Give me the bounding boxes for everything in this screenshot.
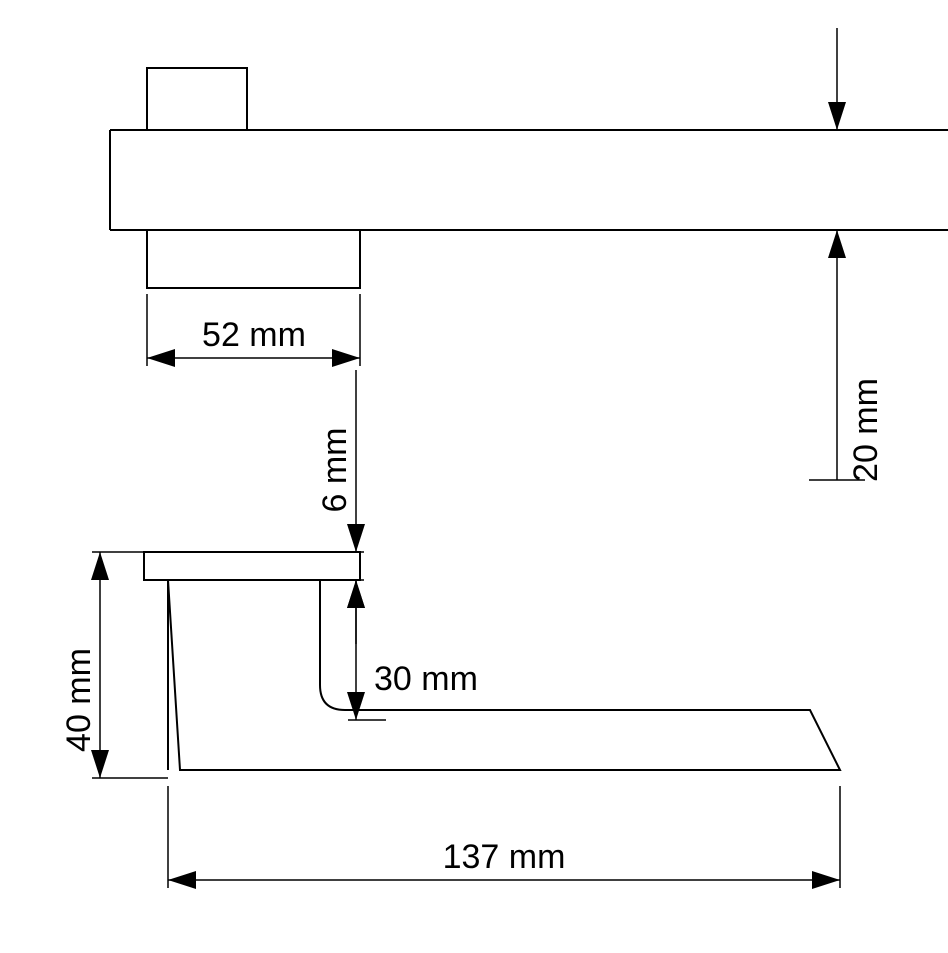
svg-text:137 mm: 137 mm — [443, 838, 566, 876]
svg-text:52 mm: 52 mm — [202, 316, 306, 354]
technical-drawing: 52 mm 20 mm 6 mm 30 mm 40 mm 137 mm — [0, 0, 948, 953]
svg-text:30 mm: 30 mm — [374, 660, 478, 698]
svg-text:20 mm: 20 mm — [847, 378, 885, 482]
svg-text:6 mm: 6 mm — [316, 428, 354, 513]
svg-text:40 mm: 40 mm — [60, 648, 98, 752]
